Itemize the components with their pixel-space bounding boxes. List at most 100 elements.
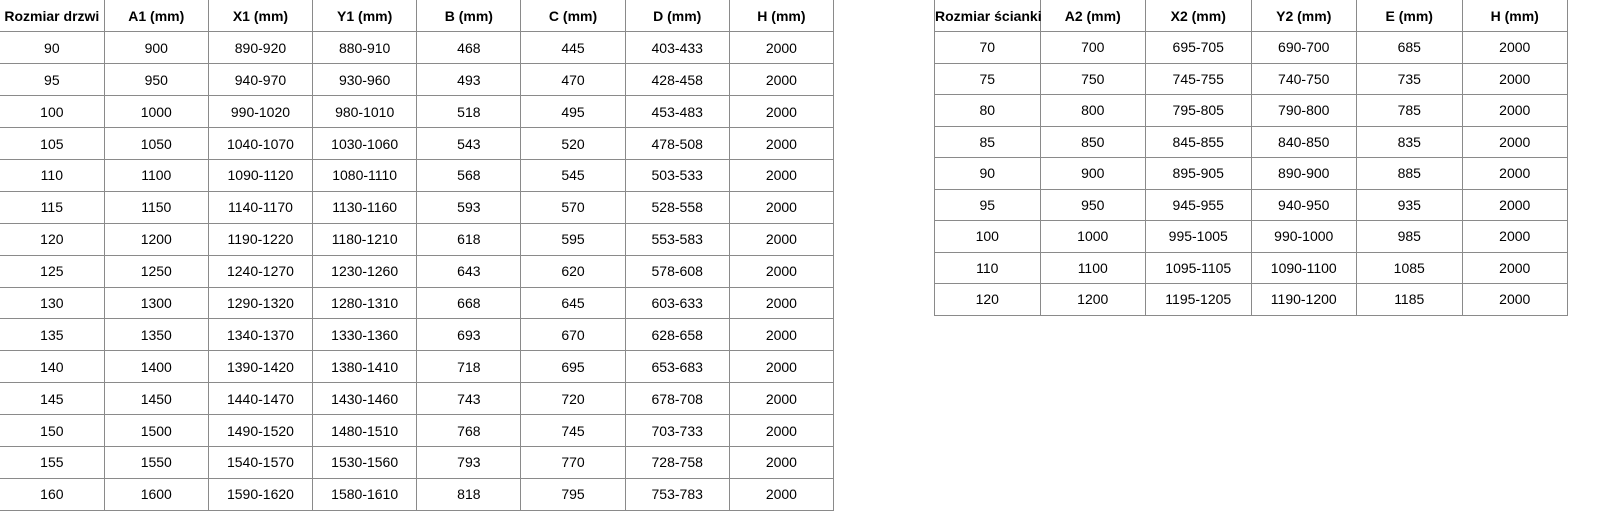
table-cell: 100 [0,95,105,129]
table-cell: 1100 [103,158,209,192]
table-cell: 668 [416,286,522,320]
table-cell: 695 [520,350,626,384]
table-cell: 468 [416,31,522,65]
table-cell: 75 [934,62,1041,95]
table-cell: 890-900 [1250,157,1357,190]
table-cell: 115 [0,190,105,224]
table-row: 95 950 945-955 940-950 935 2000 [934,188,1568,221]
table-cell: 745 [520,414,626,447]
table-cell: 140 [0,350,105,384]
table-cell: 1180-1210 [312,222,418,256]
table-cell: 70 [934,31,1041,64]
table-cell: 835 [1356,125,1463,158]
column-header: A2 (mm) [1039,0,1146,32]
table-cell: 720 [520,382,626,416]
table-cell: 90 [934,157,1041,190]
column-header: X1 (mm) [207,0,314,33]
table-cell: 790-800 [1250,94,1357,127]
column-header: X2 (mm) [1145,0,1252,32]
table-cell: 2000 [1461,188,1568,221]
table-row: 85 850 845-855 840-850 835 2000 [934,125,1568,158]
table-cell: 1250 [103,254,209,288]
table-cell: 105 [0,127,105,160]
table-row: 140 1400 1390-1420 1380-1410 718 695 653-683 20… [0,350,835,384]
table-cell: 2000 [1461,283,1568,316]
table-cell: 1230-1260 [312,254,418,288]
table-cell: 1000 [1039,220,1146,253]
table-cell: 518 [416,95,522,129]
table-cell: 470 [520,63,626,97]
table-cell: 880-910 [312,31,418,65]
table-cell: 453-483 [624,95,730,129]
table-cell: 1380-1410 [312,350,418,384]
table-cell: 2000 [1461,94,1568,127]
table-cell: 1500 [103,414,209,447]
table-cell: 740-750 [1250,62,1357,95]
table-cell: 695-705 [1145,31,1252,64]
table-cell: 2000 [728,254,835,288]
table-cell: 120 [934,283,1041,316]
table-cell: 503-533 [624,158,730,192]
table-cell: 2000 [1461,220,1568,253]
table-cell: 2000 [728,222,835,256]
table-cell: 1590-1620 [207,477,314,511]
table-cell: 700 [1039,31,1146,64]
table-row: 95 950 940-970 930-960 493 470 428-458 2000 [0,63,835,97]
table-cell: 890-920 [207,31,314,65]
table-cell: 2000 [728,414,835,447]
table-cell: 785 [1356,94,1463,127]
table-cell: 150 [0,414,105,447]
table-cell: 1490-1520 [207,414,314,447]
header-row: Rozmiar ścianki A2 (mm) X2 (mm) Y2 (mm) E (m… [934,0,1568,32]
table-row: 155 1550 1540-1570 1530-1560 793 770 728-758 20… [0,445,835,479]
table-cell: 718 [416,350,522,384]
table-row: 105 1050 1040-1070 1030-1060 543 520 478-508 20… [0,127,835,160]
table-cell: 1280-1310 [312,286,418,320]
table-cell: 110 [0,158,105,192]
column-header: H (mm) [728,0,835,33]
table-cell: 1090-1120 [207,158,314,192]
column-header: D (mm) [624,0,730,33]
table-cell: 1450 [103,382,209,416]
table-cell: 1040-1070 [207,127,314,160]
table-cell: 618 [416,222,522,256]
door-dimensions-table: Rozmiar drzwi A1 (mm) X1 (mm) Y1 (mm) B (mm)… [0,0,835,511]
table-cell: 980-1010 [312,95,418,129]
table-cell: 95 [934,188,1041,221]
table-cell: 520 [520,127,626,160]
table-row: 75 750 745-755 740-750 735 2000 [934,62,1568,95]
table-row: 135 1350 1340-1370 1330-1360 693 670 628-658 20… [0,318,835,352]
table-cell: 100 [934,220,1041,253]
table-cell: 1440-1470 [207,382,314,416]
table-cell: 885 [1356,157,1463,190]
table-cell: 160 [0,477,105,511]
table-cell: 985 [1356,220,1463,253]
table-cell: 768 [416,414,522,447]
table-cell: 80 [934,94,1041,127]
table-row: 100 1000 990-1020 980-1010 518 495 453-483 2000 [0,95,835,129]
column-header: Y1 (mm) [312,0,418,33]
table-cell: 568 [416,158,522,192]
table-cell: 1400 [103,350,209,384]
table-row: 130 1300 1290-1320 1280-1310 668 645 603-633 20… [0,286,835,320]
table-row: 70 700 695-705 690-700 685 2000 [934,31,1568,64]
column-header: A1 (mm) [103,0,209,33]
table-cell: 2000 [728,445,835,479]
table-cell: 728-758 [624,445,730,479]
table-cell: 2000 [728,382,835,416]
table-cell: 1580-1610 [312,477,418,511]
table-cell: 2000 [728,477,835,511]
table-cell: 753-783 [624,477,730,511]
table-cell: 770 [520,445,626,479]
table-cell: 493 [416,63,522,97]
table-row: 150 1500 1490-1520 1480-1510 768 745 703-733 20… [0,414,835,447]
table-cell: 1030-1060 [312,127,418,160]
table-cell: 428-458 [624,63,730,97]
table-cell: 1430-1460 [312,382,418,416]
column-header: Rozmiar drzwi [0,0,105,33]
table-cell: 603-633 [624,286,730,320]
table-row: 145 1450 1440-1470 1430-1460 743 720 678-708 20… [0,382,835,416]
table-cell: 818 [416,477,522,511]
table-row: 120 1200 1190-1220 1180-1210 618 595 553-583 20… [0,222,835,256]
table-cell: 678-708 [624,382,730,416]
